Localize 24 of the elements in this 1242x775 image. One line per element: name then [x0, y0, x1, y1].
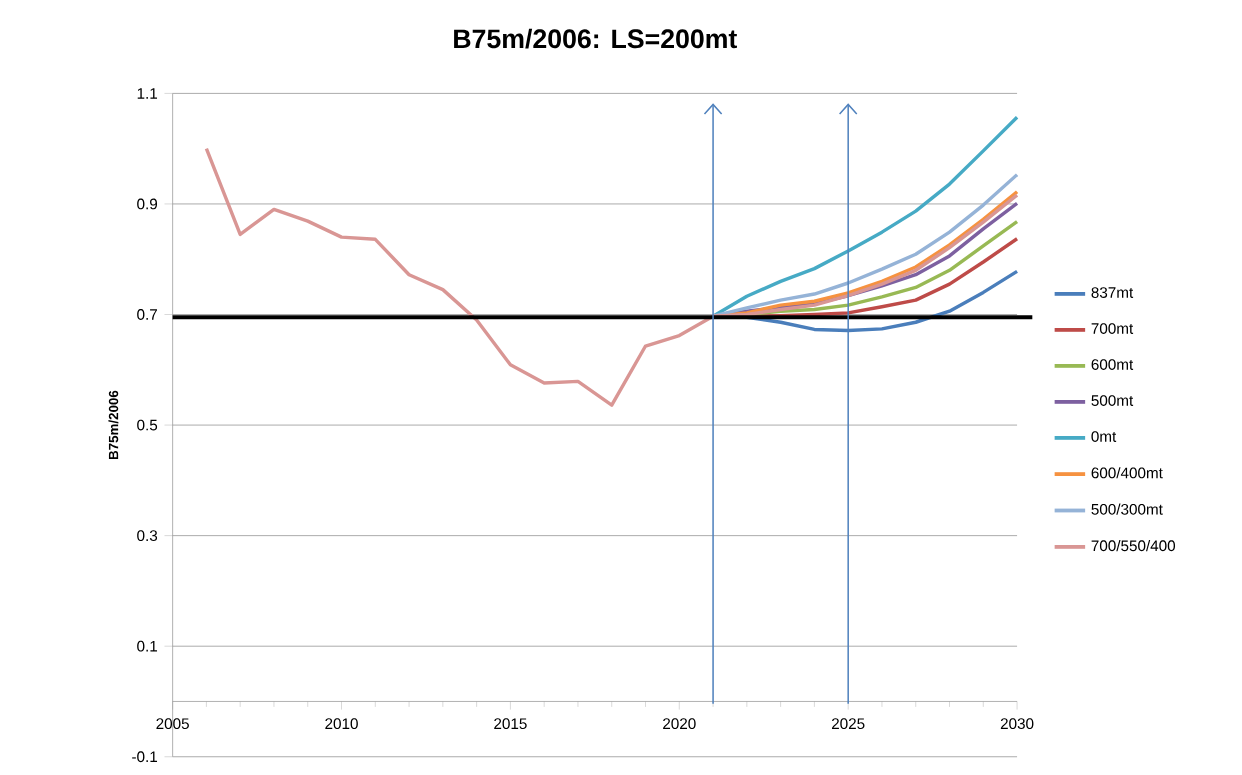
legend-label: 600/400mt	[1091, 467, 1163, 479]
legend-label: 700mt	[1091, 323, 1134, 334]
y-tick-label: 0.3	[137, 530, 158, 542]
y-tick-label: 0.1	[137, 640, 158, 652]
legend-label: 700/550/400	[1091, 539, 1176, 552]
y-tick-label: 0.5	[137, 419, 158, 431]
x-tick-label: 2025	[832, 718, 865, 730]
y-tick-label: 1.1	[137, 88, 158, 99]
chart-title: B75m/2006: LS=200mt	[454, 28, 737, 49]
legend-label: 837mt	[1091, 287, 1134, 298]
legend-label: 0mt	[1091, 431, 1117, 442]
x-tick-label: 2020	[663, 718, 696, 730]
line-series	[204, 147, 1019, 407]
x-tick-label: 2015	[494, 718, 527, 730]
y-tick-label: -0.1	[132, 751, 158, 763]
x-tick-label: 2010	[325, 718, 358, 730]
legend-label: 600mt	[1091, 359, 1134, 370]
legend-label: 500/300mt	[1091, 503, 1163, 515]
y-tick-label: 0.9	[137, 198, 158, 210]
y-axis-title: B75m/2006	[108, 390, 119, 460]
x-tick-label: 2030	[1000, 718, 1034, 730]
y-tick-label: 0.7	[137, 309, 157, 320]
x-tick-label: 2005	[156, 718, 189, 730]
legend-label: 500mt	[1091, 395, 1134, 406]
